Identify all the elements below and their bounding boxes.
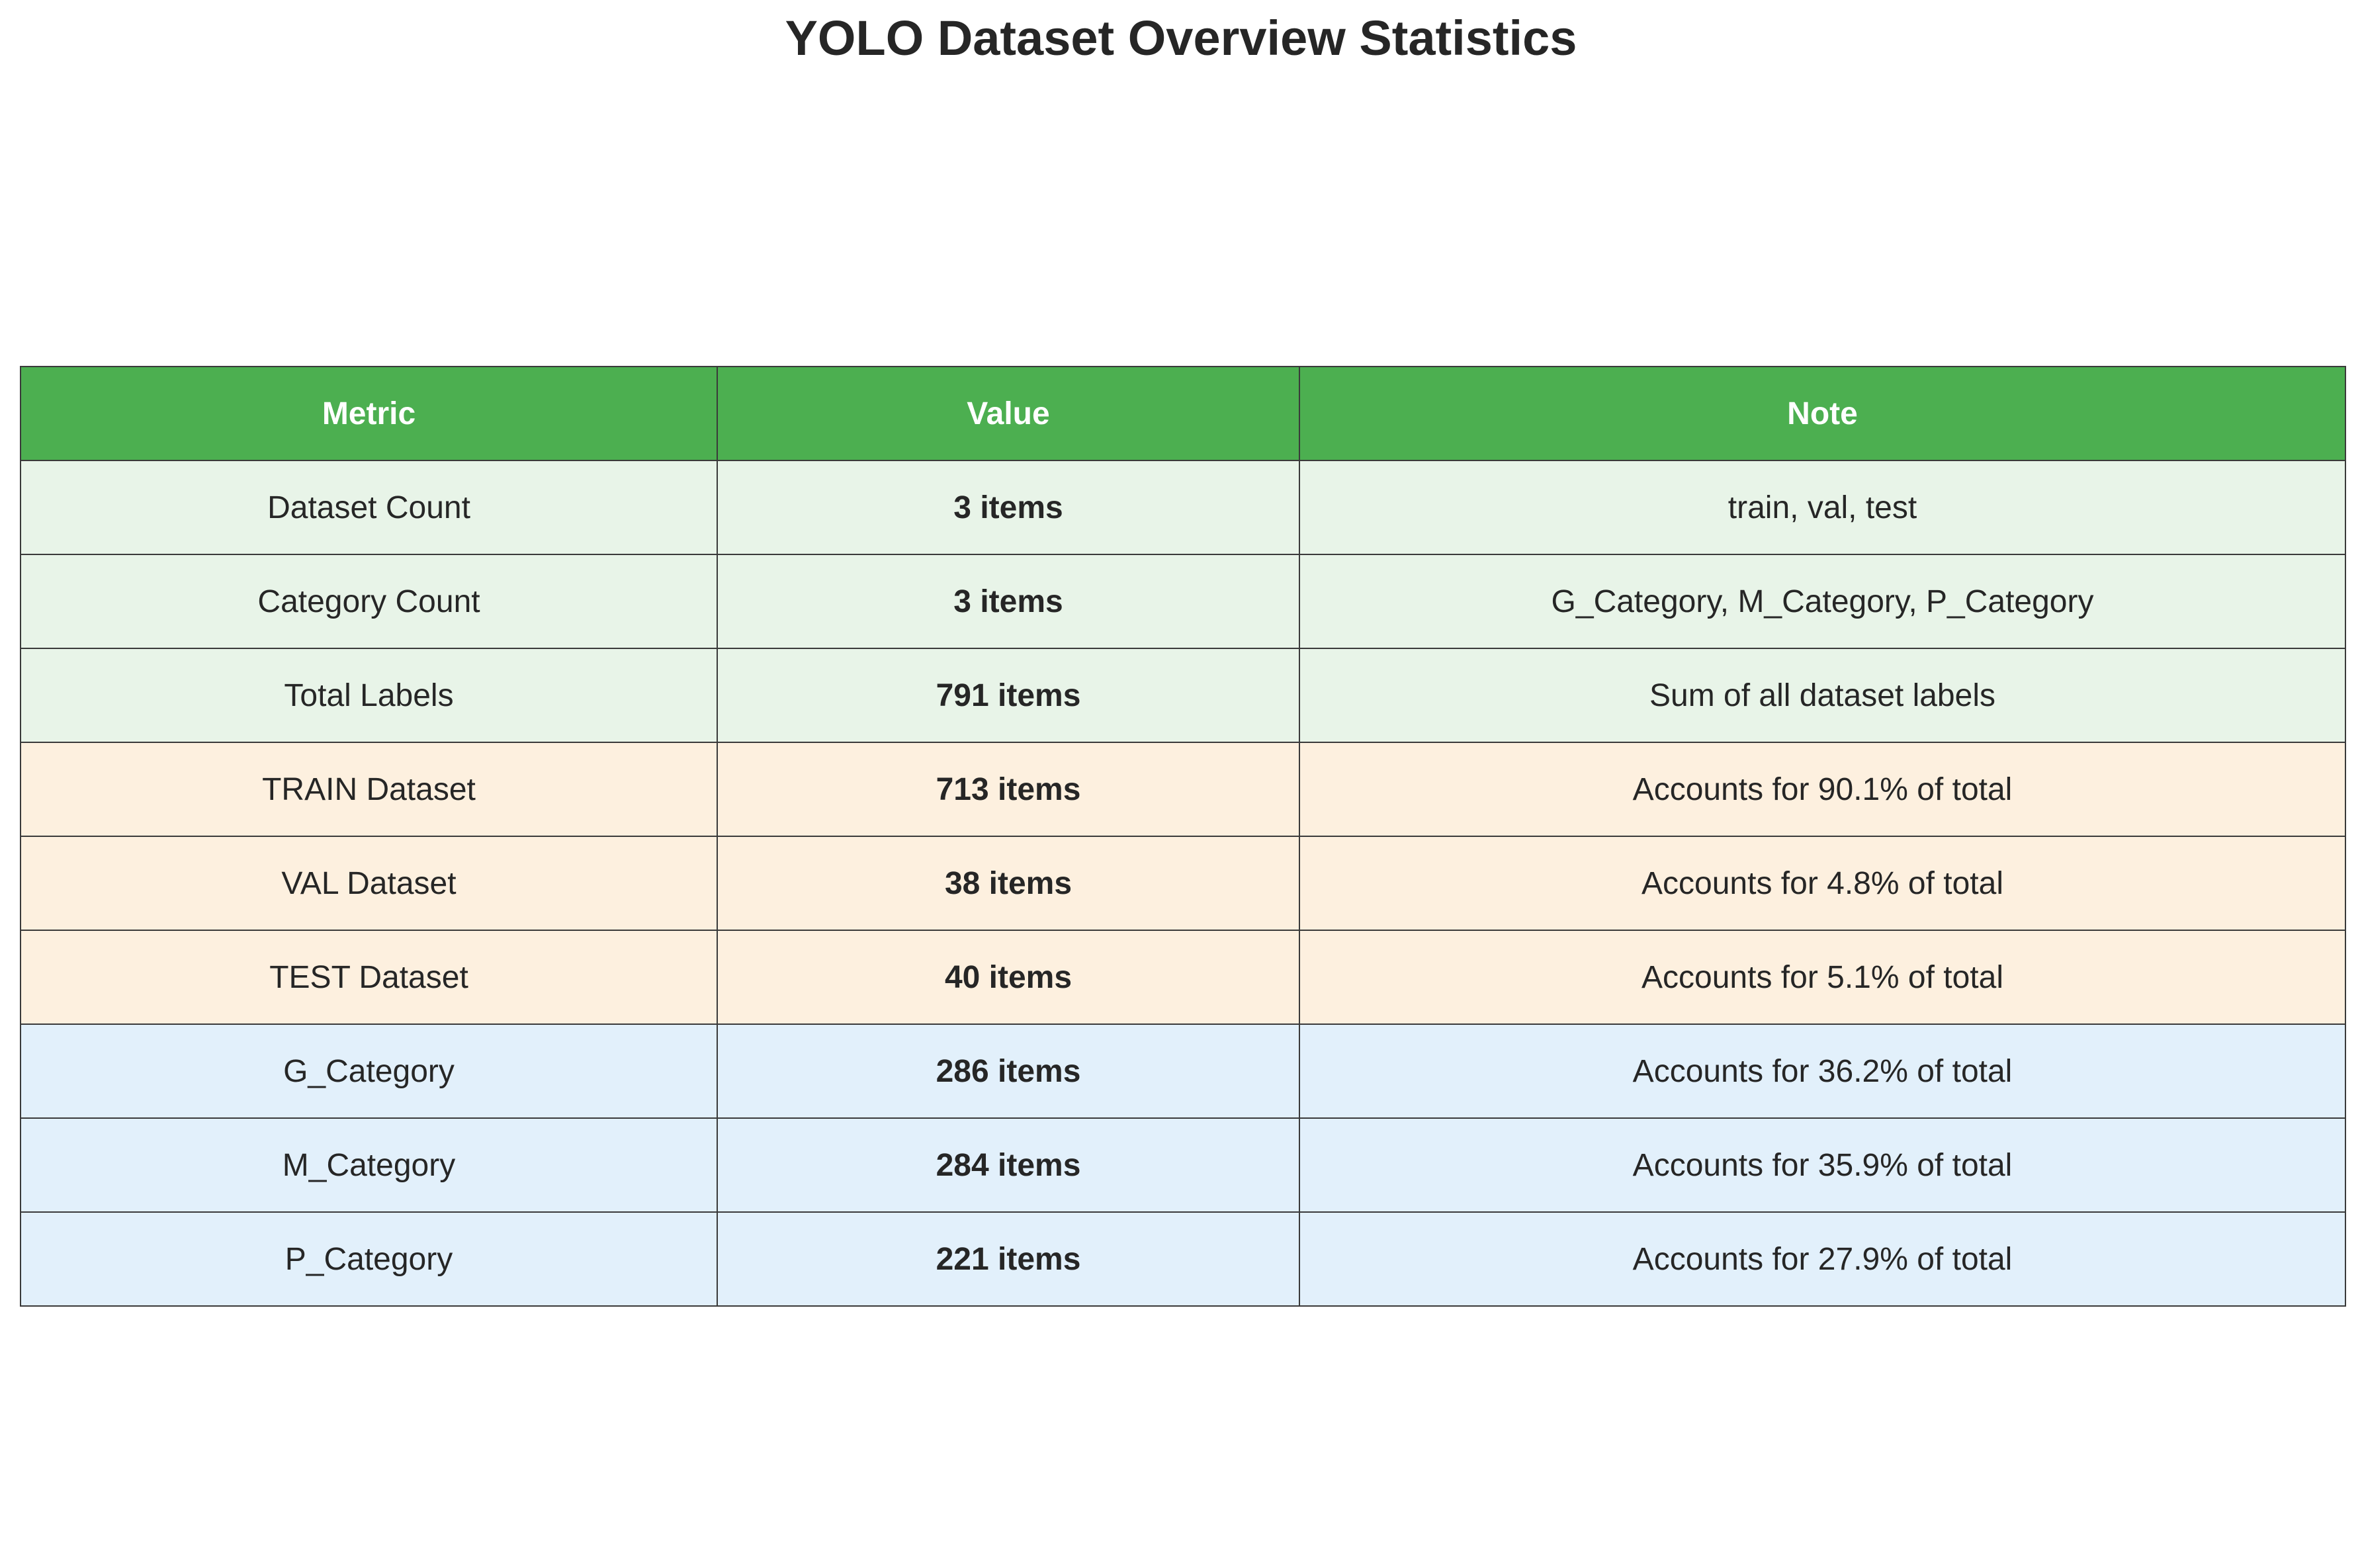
value-cell: 40 items (717, 930, 1300, 1025)
table-row: P_Category 221 items Accounts for 27.9% … (20, 1211, 2346, 1307)
metric-cell: Dataset Count (20, 460, 718, 555)
stats-table: Metric Value Note Dataset Count 3 items … (20, 366, 2346, 1307)
table-row: Total Labels 791 items Sum of all datase… (20, 648, 2346, 743)
value-cell: 713 items (717, 742, 1300, 837)
table-row: TRAIN Dataset 713 items Accounts for 90.… (20, 742, 2346, 837)
chart-title: YOLO Dataset Overview Statistics (785, 11, 1577, 65)
table-row: Dataset Count 3 items train, val, test (20, 460, 2346, 555)
table-header-row: Metric Value Note (20, 366, 2346, 461)
column-header-value: Value (717, 366, 1300, 461)
metric-cell: P_Category (20, 1211, 718, 1307)
table-row: M_Category 284 items Accounts for 35.9% … (20, 1117, 2346, 1213)
metric-cell: G_Category (20, 1024, 718, 1119)
table-row: G_Category 286 items Accounts for 36.2% … (20, 1024, 2346, 1119)
note-cell: train, val, test (1299, 460, 2346, 555)
note-cell: Accounts for 35.9% of total (1299, 1117, 2346, 1213)
note-cell: G_Category, M_Category, P_Category (1299, 554, 2346, 649)
value-cell: 286 items (717, 1024, 1300, 1119)
note-cell: Sum of all dataset labels (1299, 648, 2346, 743)
note-cell: Accounts for 27.9% of total (1299, 1211, 2346, 1307)
metric-cell: M_Category (20, 1117, 718, 1213)
value-cell: 3 items (717, 554, 1300, 649)
value-cell: 38 items (717, 836, 1300, 931)
metric-cell: VAL Dataset (20, 836, 718, 931)
value-cell: 221 items (717, 1211, 1300, 1307)
value-cell: 284 items (717, 1117, 1300, 1213)
note-cell: Accounts for 4.8% of total (1299, 836, 2346, 931)
value-cell: 3 items (717, 460, 1300, 555)
note-cell: Accounts for 90.1% of total (1299, 742, 2346, 837)
metric-cell: Total Labels (20, 648, 718, 743)
table-row: VAL Dataset 38 items Accounts for 4.8% o… (20, 836, 2346, 931)
metric-cell: TEST Dataset (20, 930, 718, 1025)
table-row: TEST Dataset 40 items Accounts for 5.1% … (20, 930, 2346, 1025)
metric-cell: Category Count (20, 554, 718, 649)
value-cell: 791 items (717, 648, 1300, 743)
column-header-metric: Metric (20, 366, 718, 461)
table-row: Category Count 3 items G_Category, M_Cat… (20, 554, 2346, 649)
metric-cell: TRAIN Dataset (20, 742, 718, 837)
stats-table-container: Metric Value Note Dataset Count 3 items … (20, 366, 2346, 1307)
column-header-note: Note (1299, 366, 2346, 461)
note-cell: Accounts for 5.1% of total (1299, 930, 2346, 1025)
note-cell: Accounts for 36.2% of total (1299, 1024, 2346, 1119)
